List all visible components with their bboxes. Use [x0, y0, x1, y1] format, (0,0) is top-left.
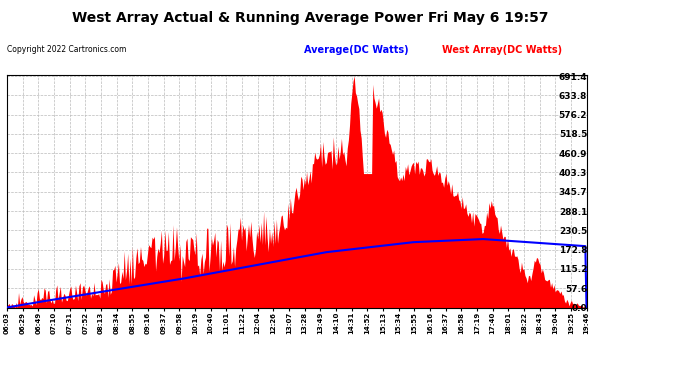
Text: West Array Actual & Running Average Power Fri May 6 19:57: West Array Actual & Running Average Powe…: [72, 11, 549, 25]
Text: West Array(DC Watts): West Array(DC Watts): [442, 45, 562, 55]
Text: Copyright 2022 Cartronics.com: Copyright 2022 Cartronics.com: [7, 45, 126, 54]
Text: Average(DC Watts): Average(DC Watts): [304, 45, 408, 55]
